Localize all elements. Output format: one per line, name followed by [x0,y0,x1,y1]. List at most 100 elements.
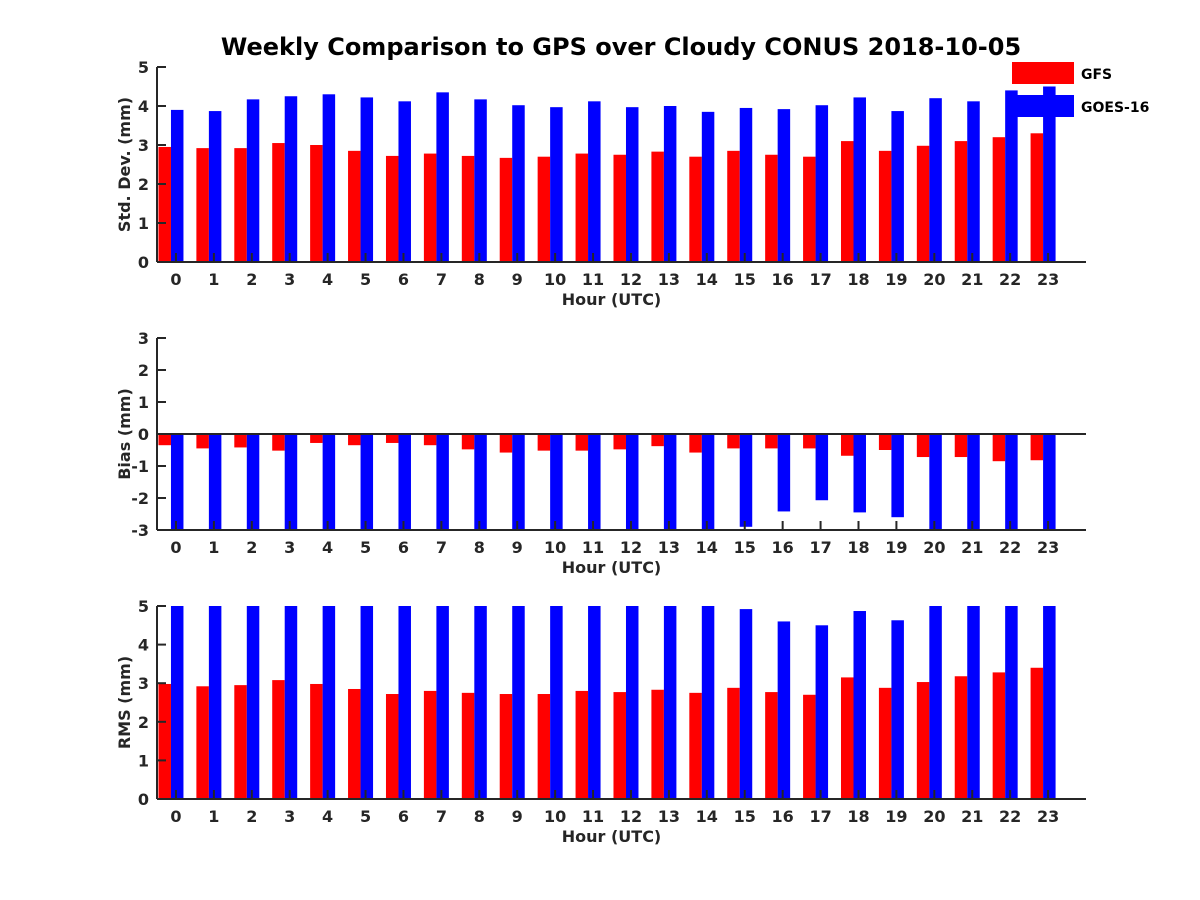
x-tick-label: 8 [474,538,485,557]
bar-goes-16-3 [284,606,298,799]
bar-goes-16-15 [739,434,753,527]
bar-gfs-9 [499,694,513,799]
bar-goes-16-9 [512,434,525,530]
bar-gfs-14 [689,692,702,799]
bar-goes-16-16 [777,434,791,512]
bar-goes-16-10 [550,434,563,530]
bar-goes-16-19 [891,111,904,262]
bar-gfs-17 [803,694,816,799]
bar-goes-16-20 [929,98,942,262]
x-tick-label: 16 [772,807,794,826]
x-tick-label: 9 [512,538,523,557]
y-tick-label: 0 [138,790,149,809]
y-tick-label: 1 [138,751,149,770]
bar-gfs-21 [954,676,968,799]
bar-gfs-5 [348,434,361,446]
bar-gfs-13 [651,689,664,799]
x-tick-label: 9 [512,270,523,289]
bar-goes-16-2 [246,606,260,799]
bar-gfs-4 [310,145,323,262]
bar-gfs-8 [461,434,475,450]
legend-label-goes16: GOES-16 [1081,100,1149,116]
x-tick-label: 10 [544,270,566,289]
x-tick-label: 12 [620,807,642,826]
bar-goes-16-0 [170,109,184,263]
x-tick-label: 12 [620,270,642,289]
bar-goes-16-23 [1043,606,1056,799]
bar-goes-16-10 [550,107,563,262]
bar-goes-16-20 [929,434,942,530]
bar-gfs-3 [272,434,285,451]
bar-goes-16-0 [170,606,184,799]
bar-gfs-1 [196,434,209,449]
x-tick-label: 18 [847,538,869,557]
x-tick-label: 16 [772,538,794,557]
bar-gfs-22 [992,434,1006,462]
x-tick-label: 4 [322,538,333,557]
bar-goes-16-1 [208,606,222,799]
bar-gfs-1 [196,686,209,799]
bar-gfs-4 [310,683,323,799]
bar-gfs-7 [423,690,437,799]
bar-goes-16-10 [550,606,563,799]
bar-gfs-5 [348,688,361,799]
bar-goes-16-11 [588,434,601,530]
x-tick-label: 10 [544,807,566,826]
bar-goes-16-15 [739,107,753,262]
bar-gfs-10 [537,434,551,451]
x-tick-label: 13 [658,538,680,557]
x-tick-label: 6 [398,807,409,826]
x-tick-label: 0 [170,807,181,826]
bar-gfs-1 [196,148,209,262]
x-tick-label: 11 [582,807,604,826]
bar-goes-16-22 [1005,606,1018,799]
x-axis-label: Hour (UTC) [562,827,662,846]
bar-gfs-16 [765,692,778,799]
x-tick-label: 17 [809,538,831,557]
bar-goes-16-2 [246,434,260,530]
bar-gfs-15 [727,434,740,449]
x-tick-label: 7 [436,538,447,557]
x-tick-label: 23 [1037,538,1059,557]
bar-gfs-20 [916,145,930,262]
x-tick-label: 22 [999,270,1021,289]
x-tick-label: 3 [284,807,295,826]
x-tick-label: 19 [885,538,907,557]
bar-goes-16-14 [701,111,715,262]
bar-gfs-17 [803,434,816,449]
bar-goes-16-16 [777,621,791,799]
x-tick-label: 1 [208,538,219,557]
bar-goes-16-21 [967,101,980,262]
bar-gfs-20 [916,682,930,799]
x-tick-label: 14 [696,270,718,289]
bar-goes-16-1 [208,111,222,262]
bar-gfs-19 [878,150,892,262]
bar-gfs-0 [158,146,171,262]
x-tick-label: 14 [696,538,718,557]
bar-goes-16-23 [1043,434,1056,530]
bar-gfs-6 [385,434,399,443]
bar-gfs-22 [992,137,1006,262]
x-tick-label: 15 [734,538,756,557]
bar-goes-16-14 [701,434,715,530]
bar-gfs-14 [689,434,702,453]
y-tick-label: 3 [138,674,149,693]
x-tick-label: 21 [961,538,983,557]
y-tick-label: -2 [131,489,149,508]
bar-goes-16-2 [246,99,260,263]
y-tick-label: 4 [138,636,149,655]
x-tick-label: 20 [923,538,945,557]
x-tick-label: 0 [170,270,181,289]
bar-goes-16-6 [398,434,411,530]
bar-goes-16-20 [929,606,942,799]
x-tick-label: 7 [436,270,447,289]
legend-swatch-gfs [1012,62,1074,84]
x-tick-label: 16 [772,270,794,289]
bar-goes-16-7 [436,92,449,262]
bar-goes-16-18 [853,97,866,262]
bar-goes-16-8 [474,606,487,799]
x-tick-label: 5 [360,807,371,826]
